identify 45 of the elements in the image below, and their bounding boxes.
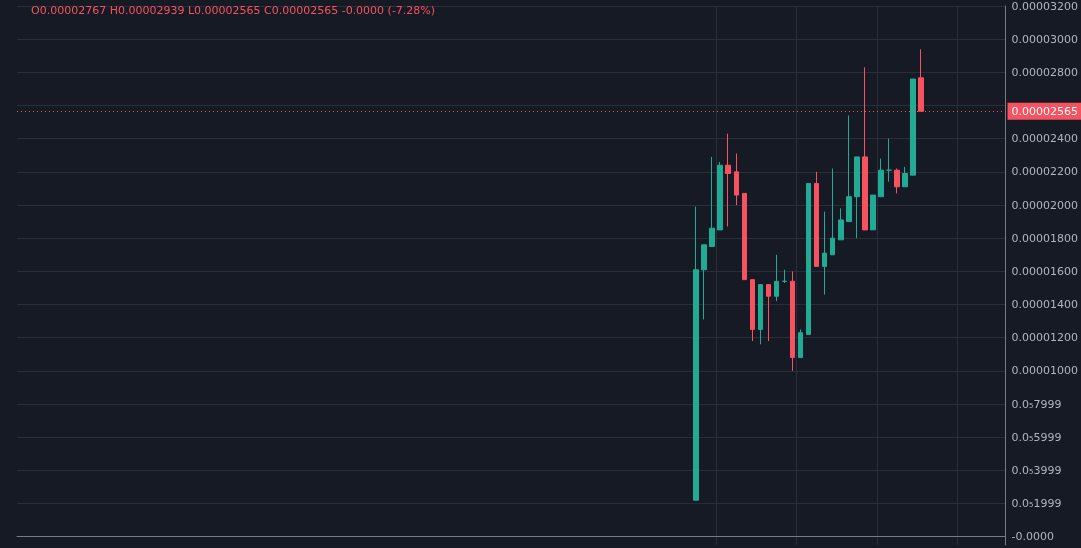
candlestick (878, 158, 884, 198)
candlestick (709, 156, 715, 247)
candlestick (758, 284, 763, 345)
candlestick (766, 284, 771, 342)
y-tick-label: -0.0000 (1011, 530, 1054, 544)
y-tick-label: 0.00001600 (1011, 264, 1078, 278)
y-tick-label: 0.00002200 (1011, 165, 1078, 179)
y-tick-label: 0.0₅7999 (1011, 397, 1062, 411)
candlestick (886, 138, 892, 183)
candlestick (894, 168, 900, 194)
y-tick-label: 0.0₅1999 (1011, 497, 1062, 511)
candlestick (693, 206, 699, 501)
candlestick (830, 168, 835, 256)
candlestick (717, 161, 723, 231)
y-tick-label: 0.00002000 (1011, 198, 1078, 212)
candlestick (838, 207, 844, 241)
candlestick (774, 254, 779, 302)
candlestick (790, 270, 795, 372)
candlestick (846, 114, 852, 223)
candlestick (725, 133, 731, 228)
candlestick (902, 166, 908, 188)
candlestick (854, 156, 860, 239)
y-tick-label: 0.00002400 (1011, 132, 1078, 146)
candlestick (814, 171, 819, 267)
y-tick-label: 0.00001000 (1011, 364, 1078, 378)
y-tick-label: 0.00001200 (1011, 331, 1078, 345)
candlestick (734, 153, 739, 206)
y-tick-label: 0.00001800 (1011, 231, 1078, 245)
y-tick-label: 0.0₅3999 (1011, 463, 1062, 477)
candlestick (910, 78, 916, 176)
candlestick (822, 211, 827, 296)
ref-line-label: 0.00002565 (1011, 104, 1078, 118)
candlestick (806, 182, 811, 335)
candlestick (870, 194, 876, 231)
candlestick (742, 192, 747, 281)
y-tick-label: 0.00001400 (1011, 298, 1078, 312)
candlestick (798, 328, 803, 359)
y-tick-label: 0.0₅5999 (1011, 430, 1062, 444)
chart-subtitle: O0.00002767 H0.00002939 L0.00002565 C0.00002565 -0.0000 (-7.28%) (31, 4, 436, 17)
candlestick (701, 244, 707, 320)
y-tick-label: 0.00002800 (1011, 65, 1078, 79)
candlestick (782, 269, 787, 284)
y-tick-label: 0.00003000 (1011, 32, 1078, 46)
candlestick (750, 279, 755, 342)
y-tick-label: 0.00003200 (1011, 0, 1078, 13)
